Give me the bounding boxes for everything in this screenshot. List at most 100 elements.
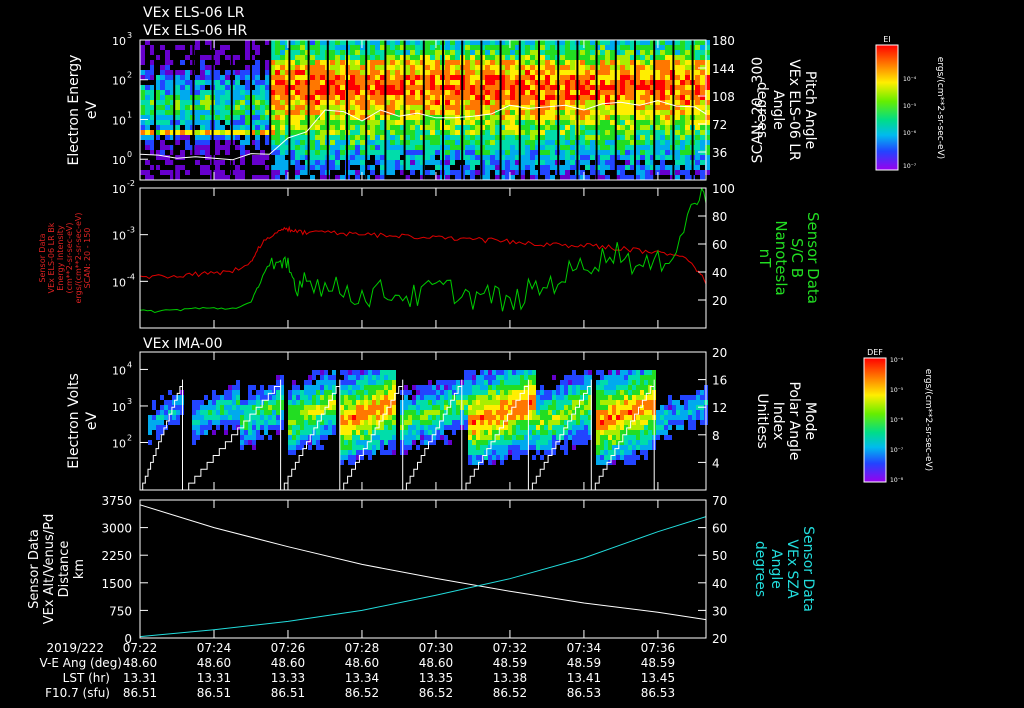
ima-cell xyxy=(456,420,460,425)
els-cell xyxy=(610,90,615,95)
els-cell xyxy=(665,110,670,115)
els-cell xyxy=(580,70,585,75)
els-cell xyxy=(535,40,540,45)
ima-cell xyxy=(444,435,448,440)
els-cell xyxy=(455,125,460,130)
ima-cell xyxy=(172,395,176,400)
els-cell xyxy=(265,110,270,115)
els-cell xyxy=(570,65,575,70)
els-cell xyxy=(280,70,285,75)
ima-cell xyxy=(644,420,648,425)
ima-cell xyxy=(404,430,408,435)
els-cell xyxy=(350,60,355,65)
els-cell xyxy=(705,80,710,85)
els-cell xyxy=(565,150,570,155)
field-label-4: nT xyxy=(756,249,774,269)
els-cell xyxy=(615,155,620,160)
els-cell xyxy=(635,80,640,85)
els-cell xyxy=(705,50,710,55)
ima-cell xyxy=(372,420,376,425)
els-cell xyxy=(165,110,170,115)
els-cell xyxy=(380,155,385,160)
els-cell xyxy=(425,95,430,100)
els-cell xyxy=(315,50,320,55)
els-cell xyxy=(475,105,480,110)
ima-cell xyxy=(644,380,648,385)
els-cell xyxy=(565,170,570,175)
ei-cb-tick-4: 10⁻⁷ xyxy=(903,163,917,170)
els-cell xyxy=(485,130,490,135)
els-cell xyxy=(340,175,345,180)
ima-cell xyxy=(288,395,292,400)
els-cell xyxy=(505,110,510,115)
ima-cell xyxy=(600,440,604,445)
els-gap xyxy=(230,40,233,180)
ima-cell xyxy=(612,450,616,455)
row-value-0-3: 48.60 xyxy=(345,656,379,670)
els-cell xyxy=(530,145,535,150)
els-cell xyxy=(365,75,370,80)
els-cell xyxy=(570,155,575,160)
els-cell xyxy=(180,80,185,85)
ima-cell xyxy=(340,445,344,450)
sza-label-2: VEx SZA xyxy=(784,539,800,599)
els-cell xyxy=(295,55,300,60)
els-cell xyxy=(175,125,180,130)
els-cell xyxy=(475,110,480,115)
els-cell xyxy=(655,60,660,65)
els-cell xyxy=(640,60,645,65)
ima-cell xyxy=(416,405,420,410)
els-cell xyxy=(425,45,430,50)
els-cell xyxy=(430,170,435,175)
ima-cell xyxy=(604,375,608,380)
els-cell xyxy=(590,85,595,90)
ima-cell xyxy=(564,445,568,450)
ima-cell xyxy=(360,440,364,445)
els-cell xyxy=(320,160,325,165)
els-cell xyxy=(365,145,370,150)
ima-cell xyxy=(392,375,396,380)
ima-cell xyxy=(288,425,292,430)
ima-cell xyxy=(648,425,652,430)
els-cell xyxy=(590,65,595,70)
els-cell xyxy=(225,105,230,110)
els-cell xyxy=(545,40,550,45)
els-cell xyxy=(615,140,620,145)
els-cell xyxy=(435,140,440,145)
ima-cell xyxy=(292,430,296,435)
els-cell xyxy=(185,115,190,120)
els-cell xyxy=(465,115,470,120)
els-cell xyxy=(500,55,505,60)
els-cell xyxy=(705,120,710,125)
els-cell xyxy=(205,150,210,155)
els-cell xyxy=(395,140,400,145)
els-cell xyxy=(385,75,390,80)
els-cell xyxy=(495,150,500,155)
els-cell xyxy=(225,110,230,115)
els-cell xyxy=(200,135,205,140)
els-cell xyxy=(590,95,595,100)
els-cell xyxy=(645,60,650,65)
els-cell xyxy=(540,120,545,125)
els-cell xyxy=(405,150,410,155)
ima-cell xyxy=(648,440,652,445)
els-cell xyxy=(165,120,170,125)
els-cell xyxy=(490,45,495,50)
ima-cell xyxy=(552,375,556,380)
els-cell xyxy=(530,80,535,85)
ima-cell xyxy=(296,405,300,410)
els-cell xyxy=(615,90,620,95)
ima-cell xyxy=(352,455,356,460)
ima-cell xyxy=(432,385,436,390)
ima-cell xyxy=(632,380,636,385)
els-gap xyxy=(384,40,387,180)
els-cell xyxy=(615,50,620,55)
ima-cell xyxy=(288,450,292,455)
els-cell xyxy=(380,175,385,180)
els-cell xyxy=(175,130,180,135)
ima-cell xyxy=(448,400,452,405)
els-cell xyxy=(525,130,530,135)
els-cell xyxy=(275,100,280,105)
ima-cell xyxy=(484,440,488,445)
